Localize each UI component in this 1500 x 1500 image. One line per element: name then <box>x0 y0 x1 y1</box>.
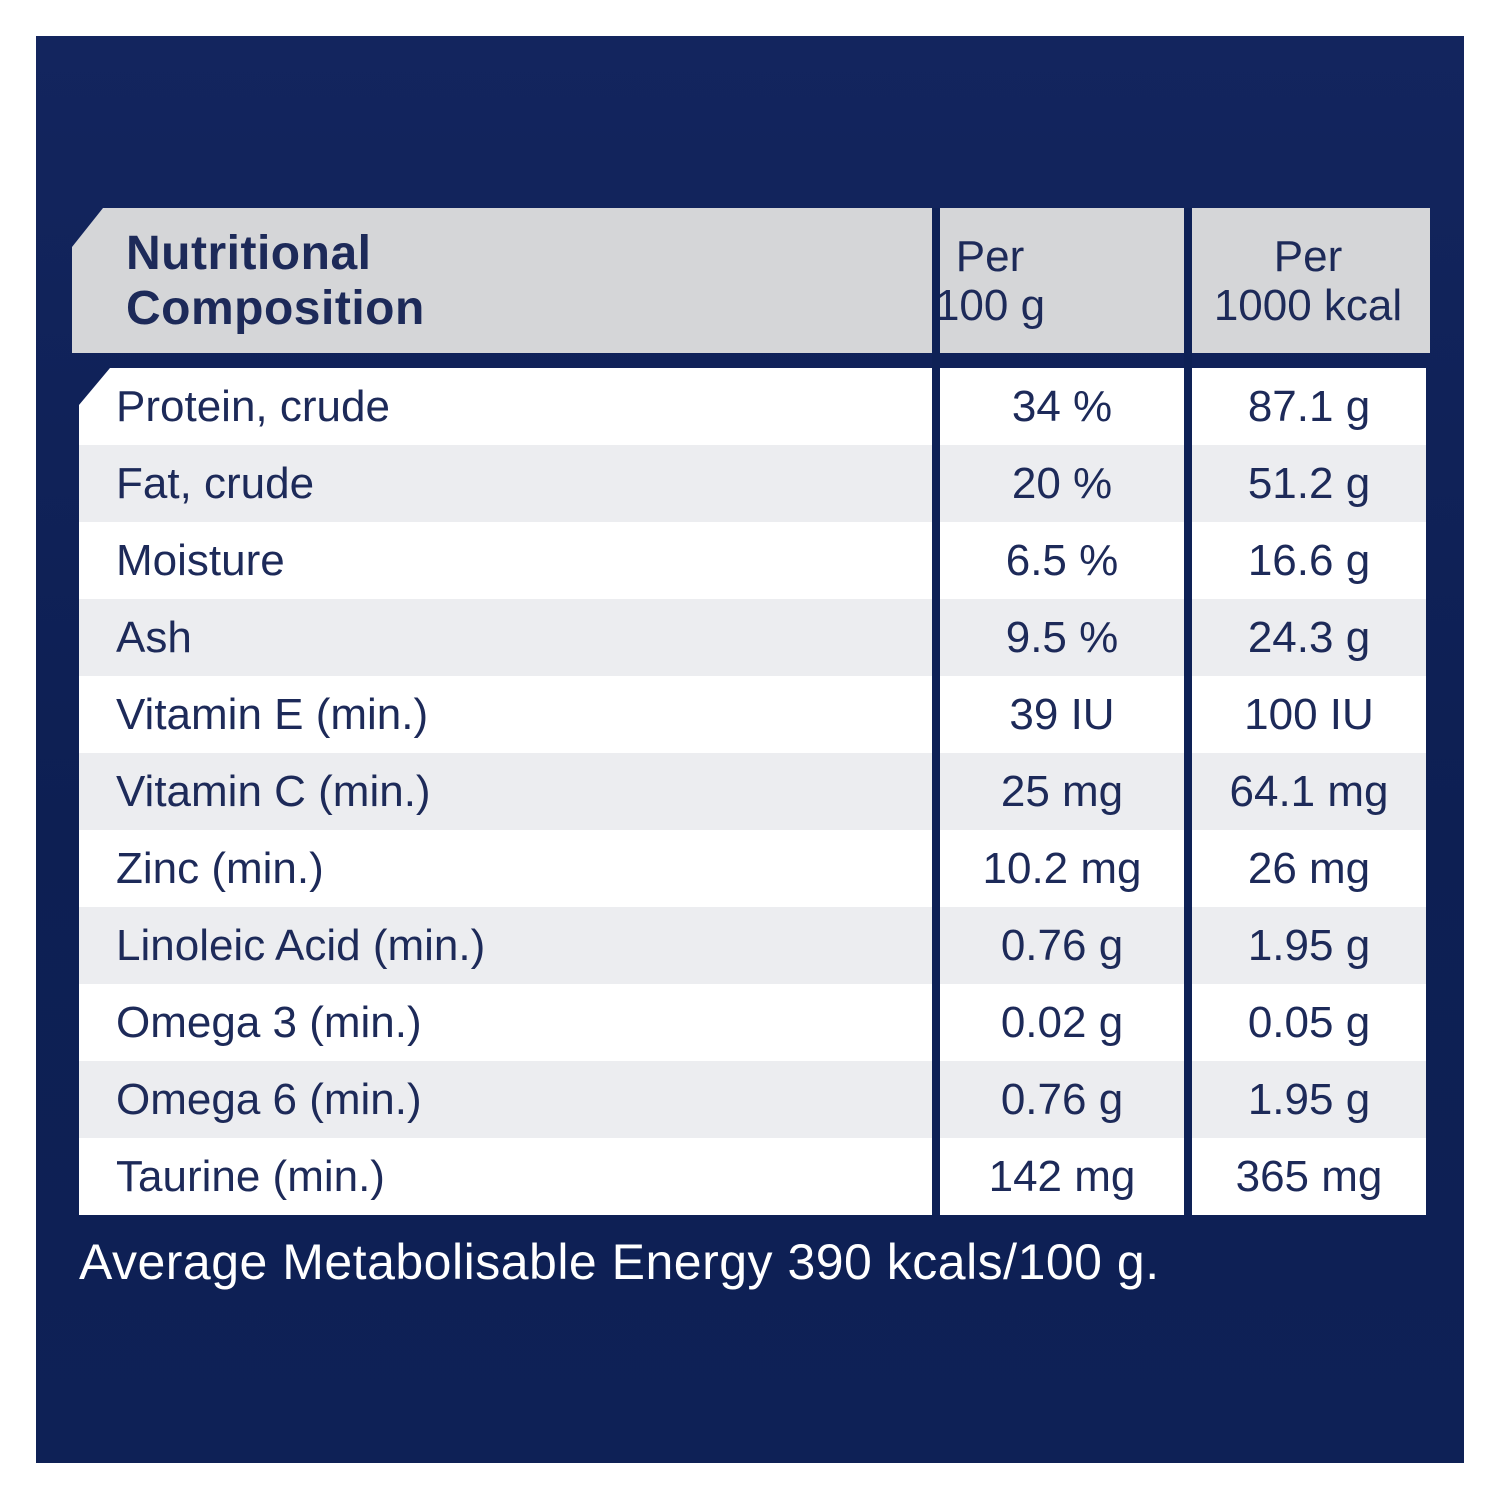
per-100g-value: 34 % <box>1011 382 1113 431</box>
table-body: Protein, crude 34 % 87.1 g Fat, crude 20… <box>79 368 1426 1215</box>
nutrient-name: Vitamin E (min.) <box>116 690 429 739</box>
table-row-linoleic-acid: Linoleic Acid (min.) 0.76 g 1.95 g <box>79 907 1426 984</box>
energy-statement: Average Metabolisable Energy 390 kcals/1… <box>79 1234 1160 1290</box>
column-header-per-1000kcal-line2: 1000 kcal <box>1213 280 1403 330</box>
table-title: Nutritional Composition <box>126 226 425 336</box>
nutrition-panel: Nutritional Composition Per 100 g Per 10… <box>36 36 1464 1463</box>
table-row-omega-6: Omega 6 (min.) 0.76 g 1.95 g <box>79 1061 1426 1138</box>
column-header-per-1000kcal: Per 1000 kcal <box>1214 232 1402 330</box>
per-100g-value: 6.5 % <box>1005 536 1119 585</box>
column-header-per-100g-line1: Per <box>955 231 1025 281</box>
per-1000kcal-value: 0.05 g <box>1247 998 1371 1047</box>
table-row-ash: Ash 9.5 % 24.3 g <box>79 599 1426 676</box>
per-1000kcal-value: 100 IU <box>1244 690 1374 739</box>
per-100g-value: 142 mg <box>988 1152 1136 1201</box>
per-100g-value: 25 mg <box>1000 767 1124 816</box>
column-divider-per-1000kcal <box>1184 208 1192 1215</box>
per-100g-value: 0.02 g <box>1000 998 1124 1047</box>
nutrient-name: Omega 6 (min.) <box>116 1075 422 1124</box>
table-row-vitamin-e: Vitamin E (min.) 39 IU 100 IU <box>79 676 1426 753</box>
per-100g-value: 20 % <box>1011 459 1113 508</box>
per-1000kcal-value: 51.2 g <box>1247 459 1371 508</box>
table-title-line1: Nutritional <box>126 226 372 280</box>
nutrient-name: Ash <box>116 613 192 662</box>
per-1000kcal-value: 365 mg <box>1235 1152 1383 1201</box>
table-title-line2: Composition <box>126 281 425 335</box>
per-1000kcal-value: 1.95 g <box>1247 921 1371 970</box>
per-100g-value: 9.5 % <box>1005 613 1119 662</box>
table-row-moisture: Moisture 6.5 % 16.6 g <box>79 522 1426 599</box>
nutrient-name: Fat, crude <box>116 459 315 508</box>
table-row-protein: Protein, crude 34 % 87.1 g <box>79 368 1426 445</box>
nutrient-name: Protein, crude <box>116 382 390 431</box>
per-1000kcal-value: 64.1 mg <box>1229 767 1389 816</box>
per-1000kcal-value: 1.95 g <box>1247 1075 1371 1124</box>
nutrient-name: Linoleic Acid (min.) <box>116 921 486 970</box>
table-row-taurine: Taurine (min.) 142 mg 365 mg <box>79 1138 1426 1215</box>
column-header-per-100g: Per 100 g <box>935 232 1045 330</box>
nutrient-name: Omega 3 (min.) <box>116 998 422 1047</box>
nutrient-name: Vitamin C (min.) <box>116 767 431 816</box>
per-100g-value: 39 IU <box>1009 690 1115 739</box>
table-row-fat: Fat, crude 20 % 51.2 g <box>79 445 1426 522</box>
per-100g-value: 0.76 g <box>1000 1075 1124 1124</box>
column-header-per-100g-line2: 100 g <box>934 280 1046 330</box>
column-header-per-1000kcal-line1: Per <box>1273 231 1343 281</box>
nutrient-name: Moisture <box>116 536 285 585</box>
nutrient-name: Taurine (min.) <box>116 1152 385 1201</box>
per-1000kcal-value: 24.3 g <box>1247 613 1371 662</box>
table-row-omega-3: Omega 3 (min.) 0.02 g 0.05 g <box>79 984 1426 1061</box>
per-100g-value: 0.76 g <box>1000 921 1124 970</box>
table-row-vitamin-c: Vitamin C (min.) 25 mg 64.1 mg <box>79 753 1426 830</box>
table-row-zinc: Zinc (min.) 10.2 mg 26 mg <box>79 830 1426 907</box>
column-divider-per-100g <box>932 208 940 1215</box>
per-1000kcal-value: 16.6 g <box>1247 536 1371 585</box>
per-1000kcal-value: 26 mg <box>1247 844 1371 893</box>
nutrient-name: Zinc (min.) <box>116 844 324 893</box>
per-100g-value: 10.2 mg <box>982 844 1142 893</box>
table-header-band: Nutritional Composition Per 100 g Per 10… <box>72 208 1430 353</box>
per-1000kcal-value: 87.1 g <box>1247 382 1371 431</box>
